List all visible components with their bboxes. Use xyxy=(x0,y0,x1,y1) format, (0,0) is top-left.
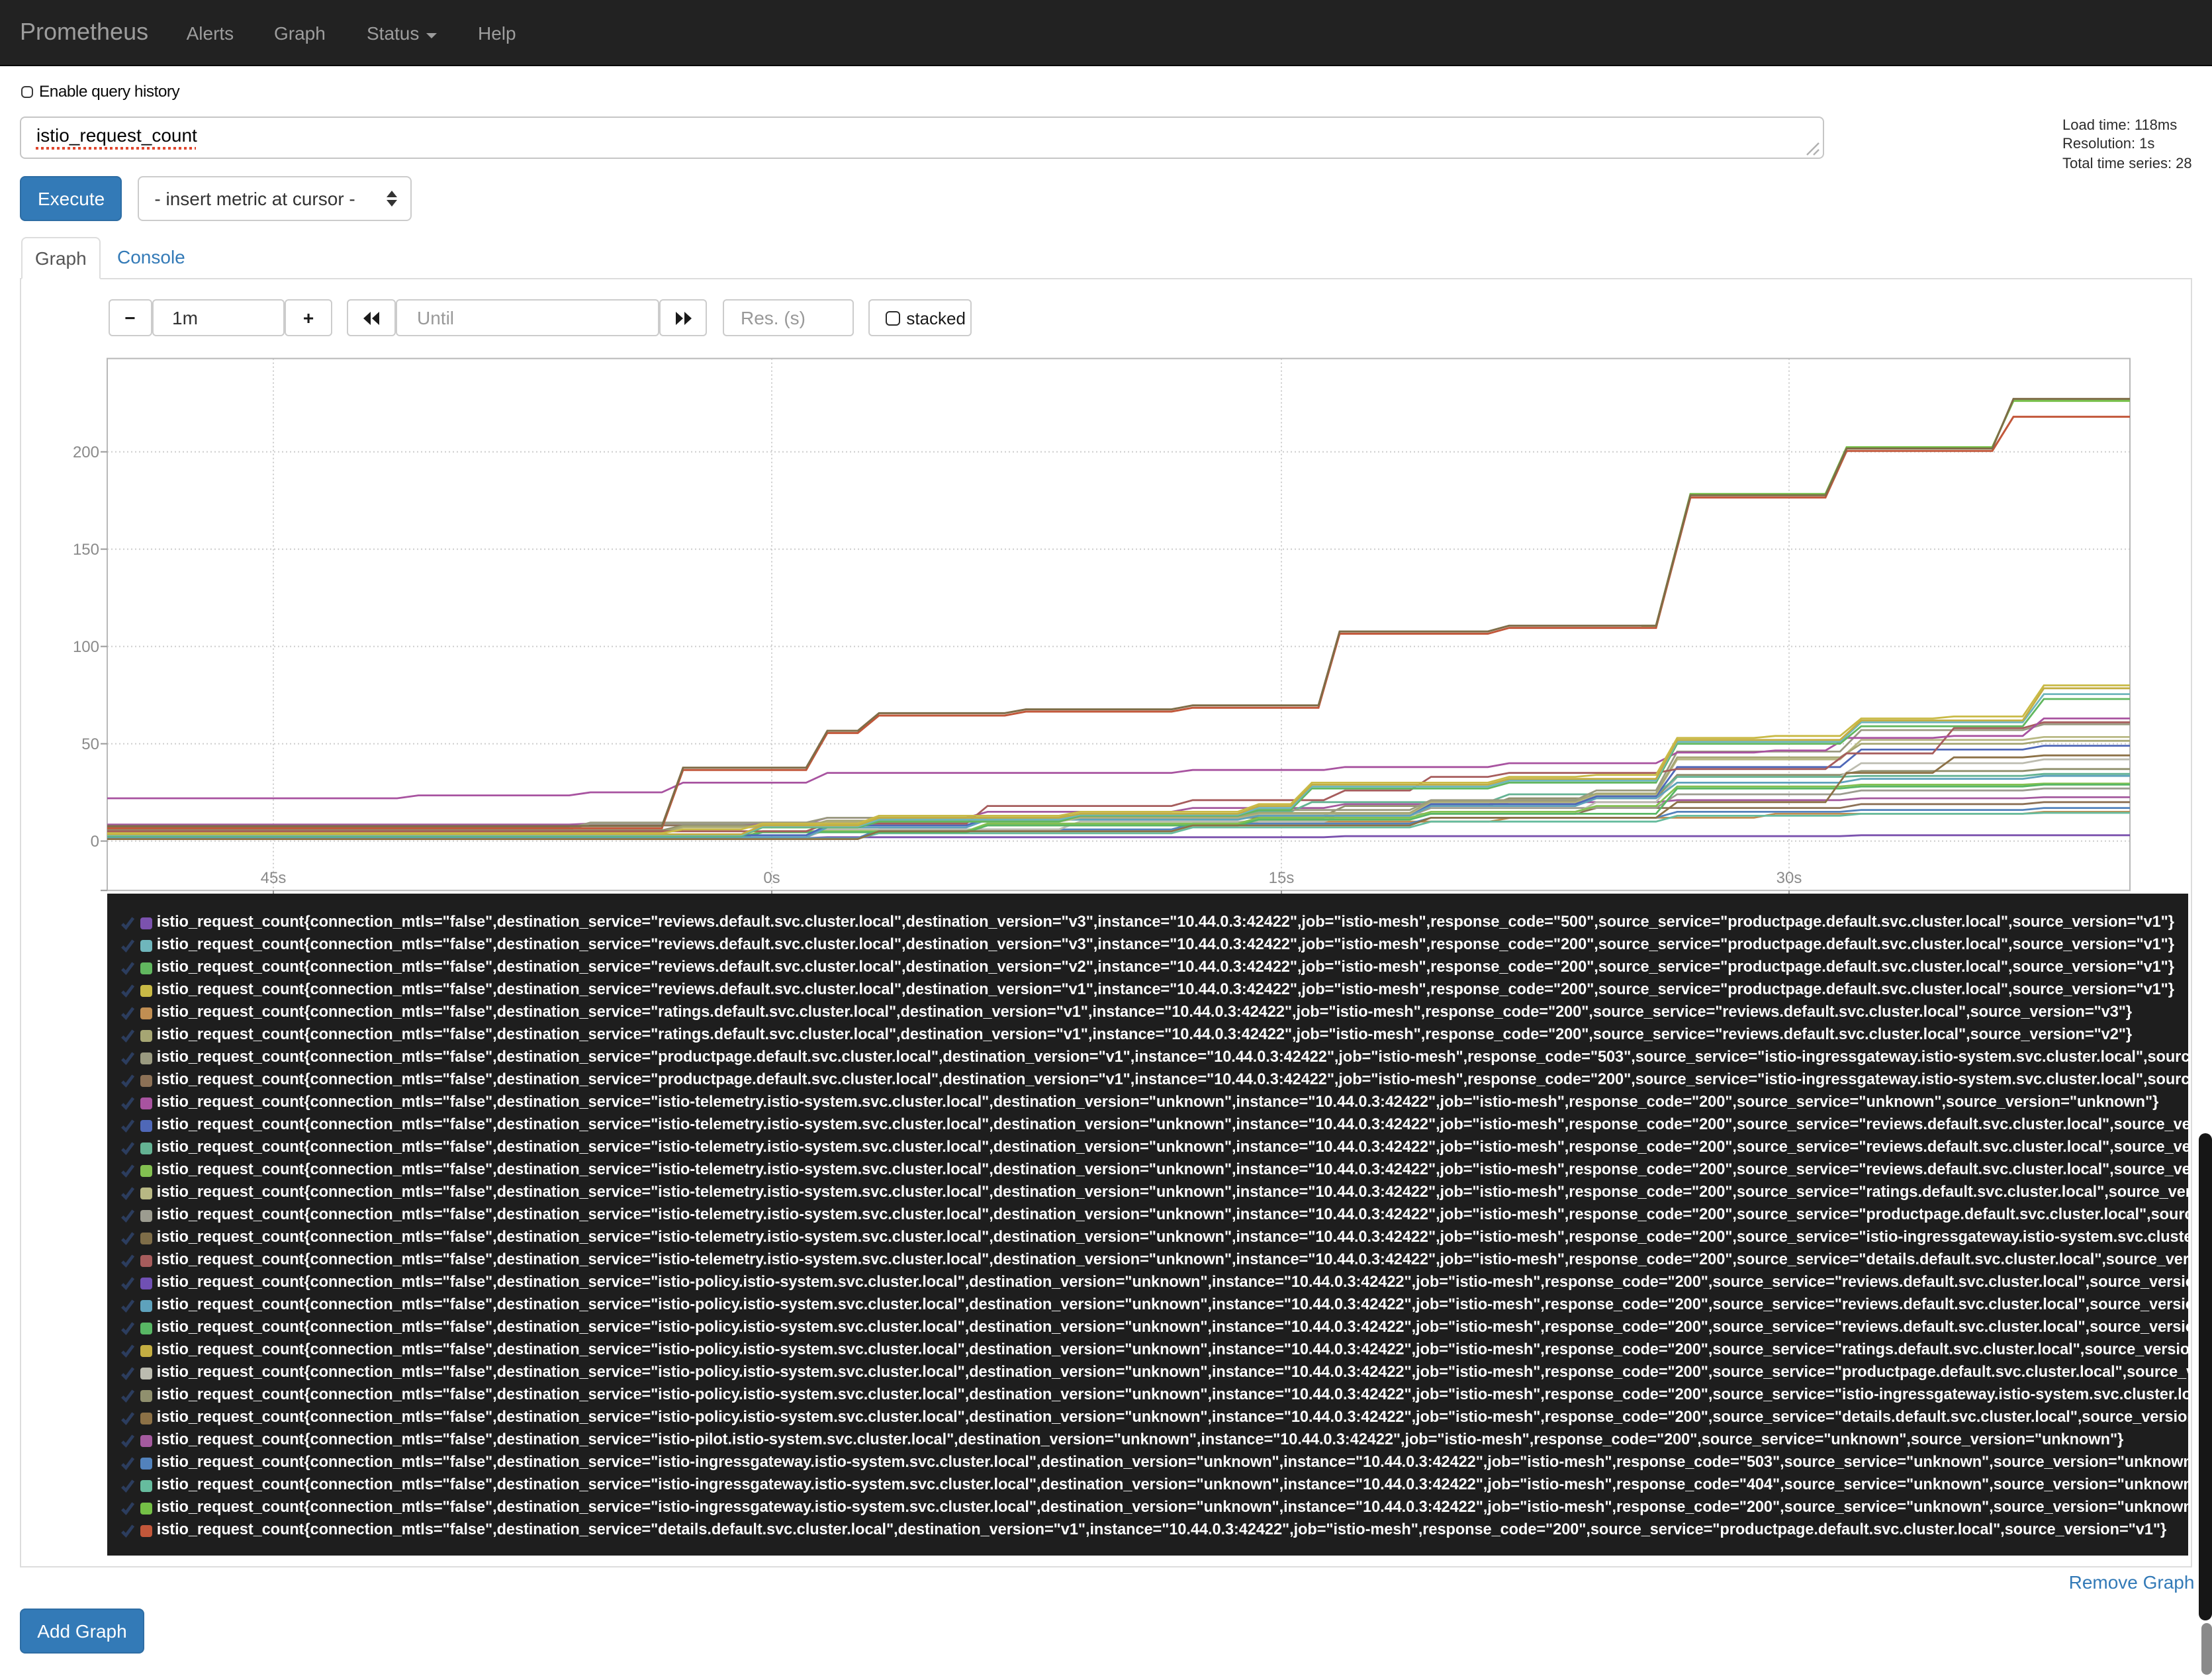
svg-text:15s: 15s xyxy=(1269,869,1295,887)
svg-text:45s: 45s xyxy=(261,869,287,887)
svg-text:150: 150 xyxy=(73,541,99,559)
svg-text:200: 200 xyxy=(73,443,99,461)
svg-text:0s: 0s xyxy=(763,869,780,887)
svg-text:30s: 30s xyxy=(1776,869,1802,887)
svg-text:0: 0 xyxy=(91,833,99,851)
svg-text:100: 100 xyxy=(73,638,99,656)
svg-text:50: 50 xyxy=(81,735,99,753)
